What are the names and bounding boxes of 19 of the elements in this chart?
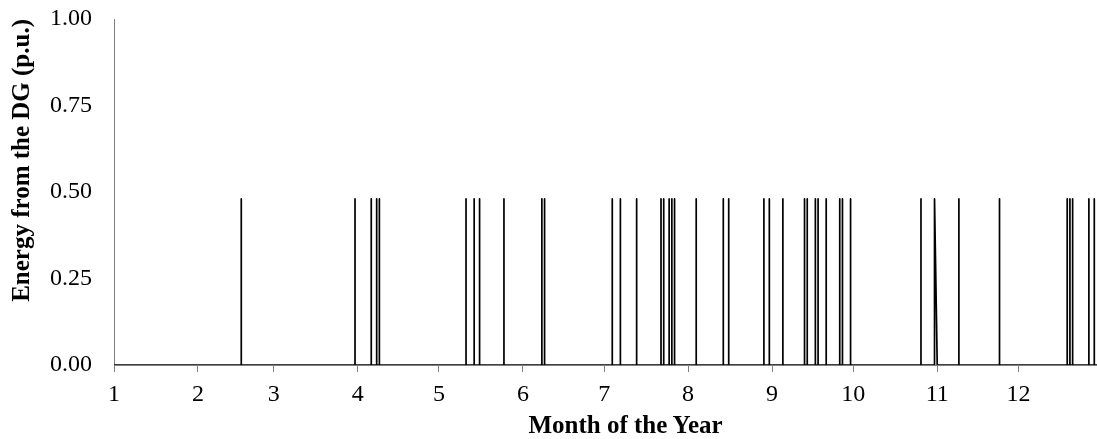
x-tick-label: 7 xyxy=(598,379,611,406)
y-tick-label: 0.50 xyxy=(50,177,92,204)
x-tick-label: 2 xyxy=(191,379,204,406)
x-tick-label: 1 xyxy=(108,379,120,406)
x-tick-label: 12 xyxy=(1006,379,1031,406)
y-tick-label: 0.25 xyxy=(50,263,92,290)
x-tick-label: 10 xyxy=(841,379,866,406)
x-tick-label: 6 xyxy=(516,379,529,406)
x-tick-label: 3 xyxy=(267,379,280,406)
y-tick-label: 0.00 xyxy=(50,350,92,377)
x-axis-title: Month of the Year xyxy=(528,411,723,438)
y-axis-title: Energy from the DG (p.u.) xyxy=(7,19,35,302)
y-tick-label: 1.00 xyxy=(50,4,92,31)
x-tick-label: 4 xyxy=(351,379,364,406)
x-tick-label: 5 xyxy=(432,379,445,406)
y-tick-label: 0.75 xyxy=(50,90,92,117)
x-tick-label: 11 xyxy=(925,379,949,406)
x-tick-label: 8 xyxy=(682,379,695,406)
x-tick-label: 9 xyxy=(766,379,779,406)
